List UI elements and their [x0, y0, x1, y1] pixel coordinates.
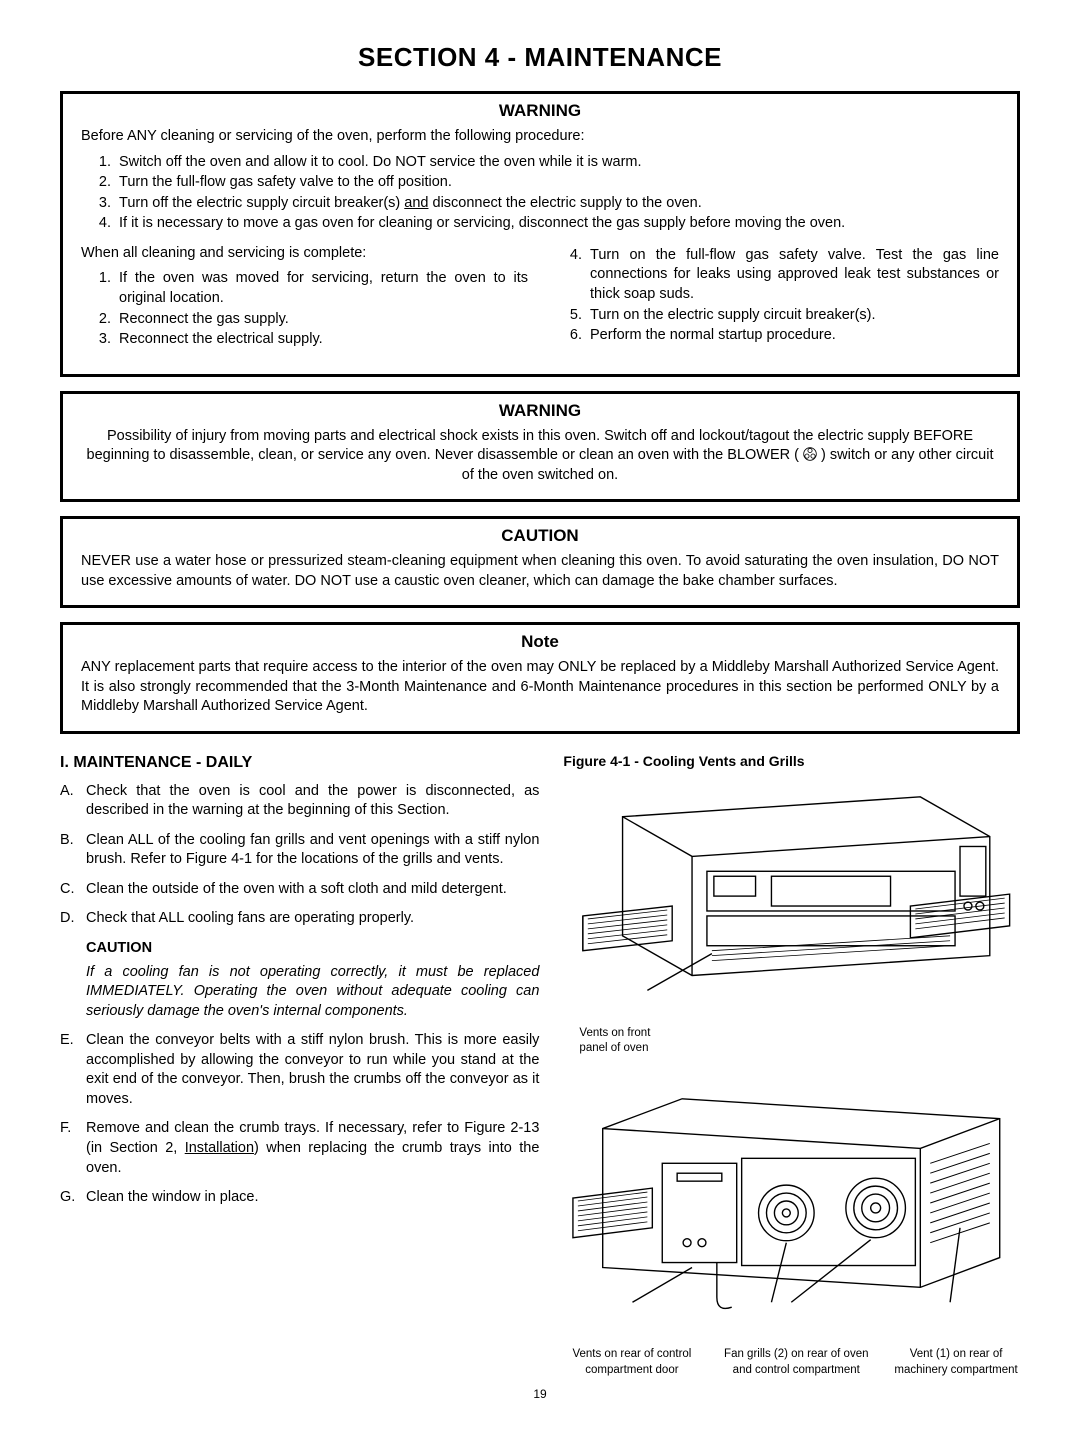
- callout-2b: Fan grills (2) on rear of oven and contr…: [714, 1347, 878, 1378]
- list-item: Turn on the electric supply circuit brea…: [586, 306, 999, 326]
- oven-front-diagram: [563, 777, 1020, 1025]
- list-item: Reconnect the gas supply.: [115, 310, 528, 330]
- list-item: Reconnect the electrical supply.: [115, 330, 528, 350]
- fan-icon: [799, 447, 821, 463]
- list-item: Turn the full-flow gas safety valve to t…: [115, 173, 999, 193]
- page-number: 19: [60, 1386, 1020, 1402]
- list-item: G.Clean the window in place.: [60, 1188, 539, 1208]
- list-item: Turn off the electric supply circuit bre…: [115, 194, 999, 214]
- warning-heading: WARNING: [81, 100, 999, 123]
- list-item: Perform the normal startup procedure.: [586, 326, 999, 346]
- warning-box-1: WARNING Before ANY cleaning or servicing…: [60, 91, 1020, 377]
- list-item: If it is necessary to move a gas oven fo…: [115, 214, 999, 234]
- caution-box: CAUTION NEVER use a water hose or pressu…: [60, 516, 1020, 608]
- warning-list-right: Turn on the full-flow gas safety valve. …: [552, 246, 999, 346]
- list-item: D.Check that ALL cooling fans are operat…: [60, 909, 539, 929]
- warning-heading: WARNING: [81, 400, 999, 423]
- note-box: Note ANY replacement parts that require …: [60, 622, 1020, 734]
- note-heading: Note: [81, 631, 999, 654]
- note-body: ANY replacement parts that require acces…: [81, 658, 999, 717]
- callout-2a: Vents on rear of control compartment doo…: [563, 1347, 700, 1378]
- warning-box-2: WARNING Possibility of injury from movin…: [60, 391, 1020, 503]
- inline-caution-body: If a cooling fan is not operating correc…: [86, 963, 539, 1022]
- list-item: C.Clean the outside of the oven with a s…: [60, 880, 539, 900]
- daily-heading: I. MAINTENANCE - DAILY: [60, 752, 539, 774]
- warning-body: Possibility of injury from moving parts …: [81, 427, 999, 486]
- list-item: F.Remove and clean the crumb trays. If n…: [60, 1119, 539, 1178]
- list-item: Turn on the full-flow gas safety valve. …: [586, 246, 999, 305]
- list-item: E.Clean the conveyor belts with a stiff …: [60, 1031, 539, 1109]
- figure-caption: Figure 4-1 - Cooling Vents and Grills: [563, 752, 1020, 771]
- warning-intro-2: When all cleaning and servicing is compl…: [81, 244, 528, 264]
- list-item: A.Check that the oven is cool and the po…: [60, 782, 539, 821]
- section-title: SECTION 4 - MAINTENANCE: [60, 40, 1020, 75]
- inline-caution-label: CAUTION: [86, 939, 539, 959]
- warning-list-left: If the oven was moved for servicing, ret…: [81, 269, 528, 349]
- list-item: If the oven was moved for servicing, ret…: [115, 269, 528, 308]
- caution-heading: CAUTION: [81, 525, 999, 548]
- warning-intro: Before ANY cleaning or servicing of the …: [81, 127, 999, 147]
- warning-list-1: Switch off the oven and allow it to cool…: [81, 153, 999, 234]
- caution-body: NEVER use a water hose or pressurized st…: [81, 552, 999, 591]
- callout-2c: Vent (1) on rear of machinery compartmen…: [892, 1347, 1020, 1378]
- oven-rear-diagram: [563, 1069, 1020, 1337]
- list-item: Switch off the oven and allow it to cool…: [115, 153, 999, 173]
- list-item: B.Clean ALL of the cooling fan grills an…: [60, 831, 539, 870]
- callout-1: Vents on front panel of oven: [579, 1026, 669, 1057]
